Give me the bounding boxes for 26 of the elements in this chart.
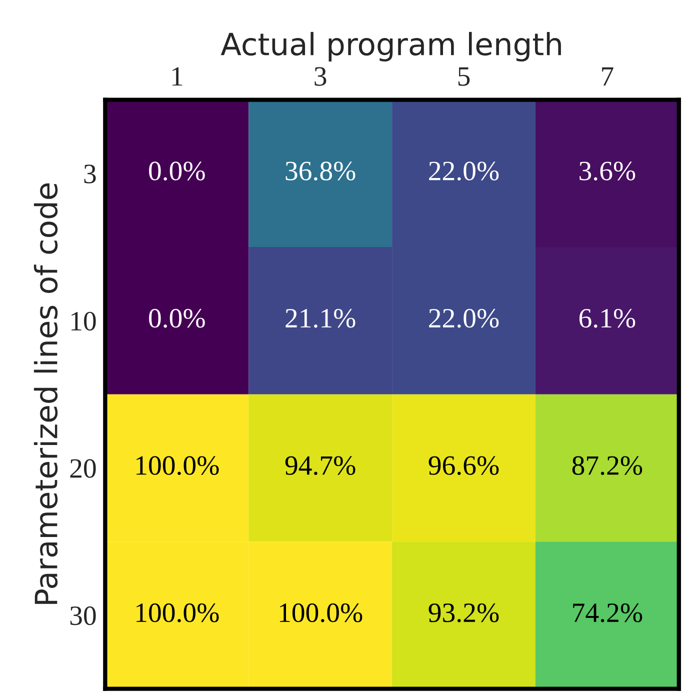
x-tick-label: 3 [314, 67, 326, 86]
x-tick-label: 5 [458, 67, 470, 86]
data-label: 74.2% [573, 603, 642, 622]
data-label: 100.0% [136, 456, 219, 476]
data-label: 21.1% [286, 308, 356, 328]
y-tick-label: 10 [72, 312, 96, 331]
data-label: 36.8% [286, 162, 356, 180]
y-tick-label: 3 [84, 164, 96, 184]
data-label: 0.0% [149, 308, 205, 328]
x-tick-label: 7 [602, 67, 614, 86]
x-tick-label: 1 [172, 67, 182, 86]
data-label: 100.0% [280, 603, 362, 622]
y-tick-label: 20 [70, 459, 96, 478]
x-axis-title: Actual program length [220, 32, 561, 62]
data-label: 0.0% [149, 162, 205, 180]
data-label: 96.6% [428, 456, 499, 476]
data-label: 87.2% [572, 456, 642, 476]
data-label: 3.6% [580, 162, 636, 180]
data-label: 6.1% [579, 308, 636, 328]
y-tick-label: 30 [70, 606, 96, 626]
data-label: 22.0% [429, 162, 499, 180]
data-label: 94.7% [285, 456, 356, 476]
data-label: 93.2% [428, 603, 499, 622]
data-label: 100.0% [136, 603, 219, 622]
data-label: 22.0% [429, 308, 499, 328]
y-axis-title: Parameterized lines of code [34, 183, 58, 604]
